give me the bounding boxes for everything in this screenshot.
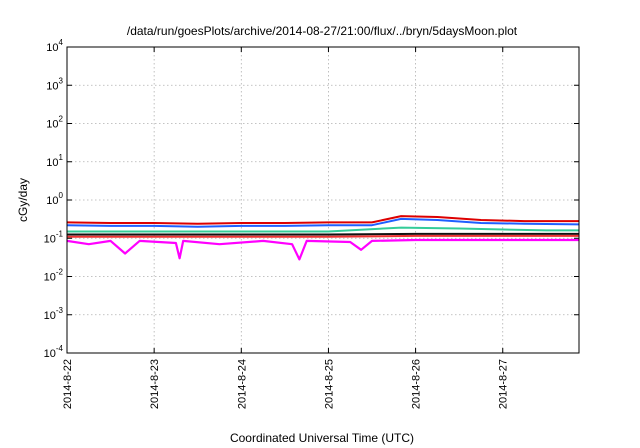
series-line-4 xyxy=(67,232,579,236)
chart-title: /data/run/goesPlots/archive/2014-08-27/2… xyxy=(127,24,518,38)
x-axis-label: Coordinated Universal Time (UTC) xyxy=(230,431,414,445)
grid xyxy=(67,47,579,353)
y-axis-label: cGy/day xyxy=(16,178,30,222)
x-tick-label: 2014-8-25 xyxy=(323,359,335,409)
y-tick-label: 104 xyxy=(46,38,63,54)
x-tick-label: 2014-8-27 xyxy=(498,359,510,409)
series-line-5 xyxy=(67,234,579,238)
y-tick-label: 10-2 xyxy=(44,268,64,284)
x-tick-label: 2014-8-22 xyxy=(62,359,74,409)
y-tick-label: 10-4 xyxy=(44,344,64,360)
x-tick-label: 2014-8-24 xyxy=(236,359,248,409)
series-line-3 xyxy=(67,226,579,233)
x-axis: 2014-8-22 2014-8-23 2014-8-24 2014-8-25 2014… xyxy=(62,47,510,409)
y-tick-label: 100 xyxy=(46,191,63,207)
y-axis: 104 103 102 101 100 10-1 10-2 10-3 10-4 xyxy=(44,38,579,360)
y-tick-label: 103 xyxy=(46,76,63,92)
series-group xyxy=(66,215,580,261)
series-line-1 xyxy=(66,215,579,225)
y-tick-label: 10-1 xyxy=(44,229,64,245)
y-tick-label: 101 xyxy=(46,153,63,169)
x-tick-label: 2014-8-23 xyxy=(149,359,161,409)
x-tick-label: 2014-8-26 xyxy=(411,359,423,409)
series-line-2 xyxy=(66,217,580,228)
y-tick-label: 10-3 xyxy=(44,306,64,322)
series-line-6 xyxy=(66,238,579,261)
y-tick-label: 102 xyxy=(46,115,63,131)
